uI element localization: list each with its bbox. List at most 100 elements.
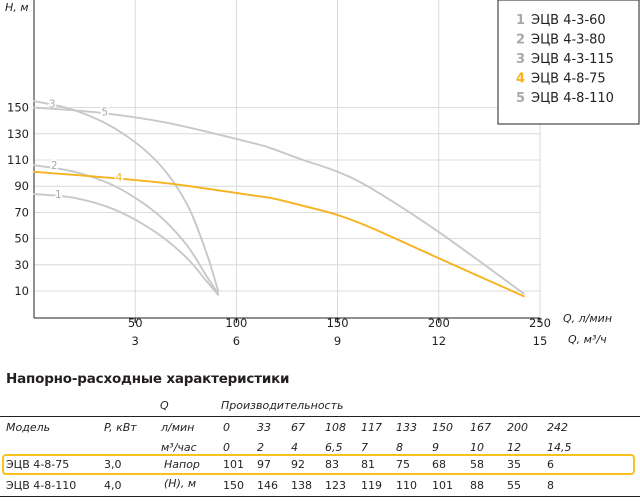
flow-lmin-cell: 33: [257, 421, 271, 434]
head-value-cell: 88: [470, 479, 484, 492]
header-unit-lmin: л/мин: [161, 421, 195, 434]
row-model: ЭЦВ 4-8-110: [6, 479, 77, 492]
flow-lmin-cell: 117: [361, 421, 382, 434]
flow-lmin-cell: 0: [223, 421, 230, 434]
head-value-cell: 8: [547, 479, 554, 492]
legend-series-number: 4: [516, 72, 525, 87]
header-head-label: Напор: [164, 458, 200, 471]
head-value-cell: 123: [325, 479, 346, 492]
flow-m3h-cell: 14,5: [547, 441, 572, 454]
flow-m3h-cell: 0: [223, 441, 230, 454]
head-value-cell: 110: [396, 479, 417, 492]
head-value-cell: 119: [361, 479, 382, 492]
series-label-3: 3: [49, 99, 56, 111]
head-value-cell: 35: [507, 458, 521, 471]
legend-series-name: ЭЦВ 4-3-80: [531, 33, 606, 48]
head-value-cell: 81: [361, 458, 375, 471]
flow-m3h-cell: 2: [257, 441, 264, 454]
legend-series-number: 5: [516, 91, 525, 106]
x-tick-label-lmin: 50: [128, 316, 143, 330]
header-head-unit: (H), м: [164, 477, 197, 490]
head-value-cell: 6: [547, 458, 554, 471]
flow-lmin-cell: 167: [470, 421, 491, 434]
y-tick-label: 10: [14, 284, 29, 298]
head-value-cell: 83: [325, 458, 339, 471]
flow-lmin-cell: 242: [547, 421, 568, 434]
x-tick-label-m3h: 3: [132, 334, 139, 348]
row-power: 4,0: [104, 479, 122, 492]
head-value-cell: 146: [257, 479, 278, 492]
y-tick-label: 110: [7, 153, 29, 167]
x-tick-label-m3h: 6: [233, 334, 240, 348]
table-title: Напорно-расходные характеристики: [6, 371, 290, 387]
head-value-cell: 58: [470, 458, 484, 471]
row-power: 3,0: [104, 458, 122, 471]
y-tick-label: 90: [14, 179, 29, 193]
flow-m3h-cell: 4: [291, 441, 298, 454]
header-q: Q: [160, 399, 169, 412]
head-value-cell: 101: [432, 479, 453, 492]
header-power: P, кВт: [104, 421, 137, 434]
highlighted-row-frame: [2, 454, 635, 475]
legend-series-name: ЭЦВ 4-8-75: [531, 72, 606, 87]
specification-table: Q Производительность Модель P, кВт л/мин…: [0, 396, 640, 501]
head-value-cell: 68: [432, 458, 446, 471]
head-value-cell: 150: [223, 479, 244, 492]
y-axis-title: H, м: [5, 1, 29, 14]
series-line-1: [33, 193, 220, 296]
series-label-5: 5: [101, 107, 108, 119]
flow-m3h-cell: 8: [396, 441, 403, 454]
flow-lmin-cell: 200: [507, 421, 528, 434]
series-line-5: [33, 106, 525, 295]
x-tick-label-lmin: 150: [327, 316, 349, 330]
legend-series-name: ЭЦВ 4-3-115: [531, 52, 614, 67]
table-bottom-line: [0, 496, 640, 497]
series-label-1: 1: [55, 189, 62, 201]
head-value-cell: 138: [291, 479, 312, 492]
x-tick-label-m3h: 15: [533, 334, 548, 348]
series-line-4: [33, 170, 525, 298]
x-tick-label-m3h: 9: [334, 334, 341, 348]
flow-m3h-cell: 12: [507, 441, 521, 454]
series-label-2: 2: [51, 160, 58, 172]
head-value-cell: 97: [257, 458, 271, 471]
legend-box: [497, 0, 640, 125]
series-line-2: [33, 164, 220, 295]
flow-m3h-cell: 10: [470, 441, 484, 454]
y-tick-label: 150: [7, 101, 29, 115]
legend-series-number: 1: [516, 13, 525, 28]
head-value-cell: 92: [291, 458, 305, 471]
flow-m3h-cell: 9: [432, 441, 439, 454]
flow-lmin-cell: 150: [432, 421, 453, 434]
head-value-cell: 101: [223, 458, 244, 471]
x-tick-label-m3h: 12: [431, 334, 446, 348]
header-divider: [0, 416, 640, 417]
x-tick-label-lmin: 200: [428, 316, 450, 330]
x-axis-title-lmin: Q, л/мин: [563, 312, 612, 325]
header-model: Модель: [6, 421, 51, 434]
flow-lmin-cell: 67: [291, 421, 305, 434]
y-tick-label: 50: [14, 232, 29, 246]
legend-series-number: 2: [516, 33, 525, 48]
legend-series-name: ЭЦВ 4-3-60: [531, 13, 606, 28]
row-model: ЭЦВ 4-8-75: [6, 458, 70, 471]
y-tick-label: 30: [14, 258, 29, 272]
chart-grid: [34, 0, 541, 318]
chart-series: 1 2 3 5 4: [33, 97, 525, 298]
y-tick-label: 70: [14, 205, 29, 219]
x-tick-label-lmin: 250: [529, 316, 551, 330]
head-value-cell: 75: [396, 458, 410, 471]
legend-series-name: ЭЦВ 4-8-110: [531, 91, 614, 106]
series-label-4: 4: [116, 172, 123, 184]
x-axis-title-m3h: Q, м³/ч: [568, 333, 607, 346]
x-tick-label-lmin: 100: [225, 316, 247, 330]
flow-m3h-cell: 7: [361, 441, 368, 454]
header-productivity: Производительность: [221, 399, 344, 412]
chart-legend: 1 ЭЦВ 4-3-60 2 ЭЦВ 4-3-80 3 ЭЦВ 4-3-115 4 ЭЦВ 4…: [497, 0, 640, 125]
y-tick-label: 130: [7, 127, 29, 141]
flow-m3h-cell: 6,5: [325, 441, 343, 454]
header-unit-m3h: м³/час: [161, 441, 197, 454]
flow-lmin-cell: 133: [396, 421, 417, 434]
